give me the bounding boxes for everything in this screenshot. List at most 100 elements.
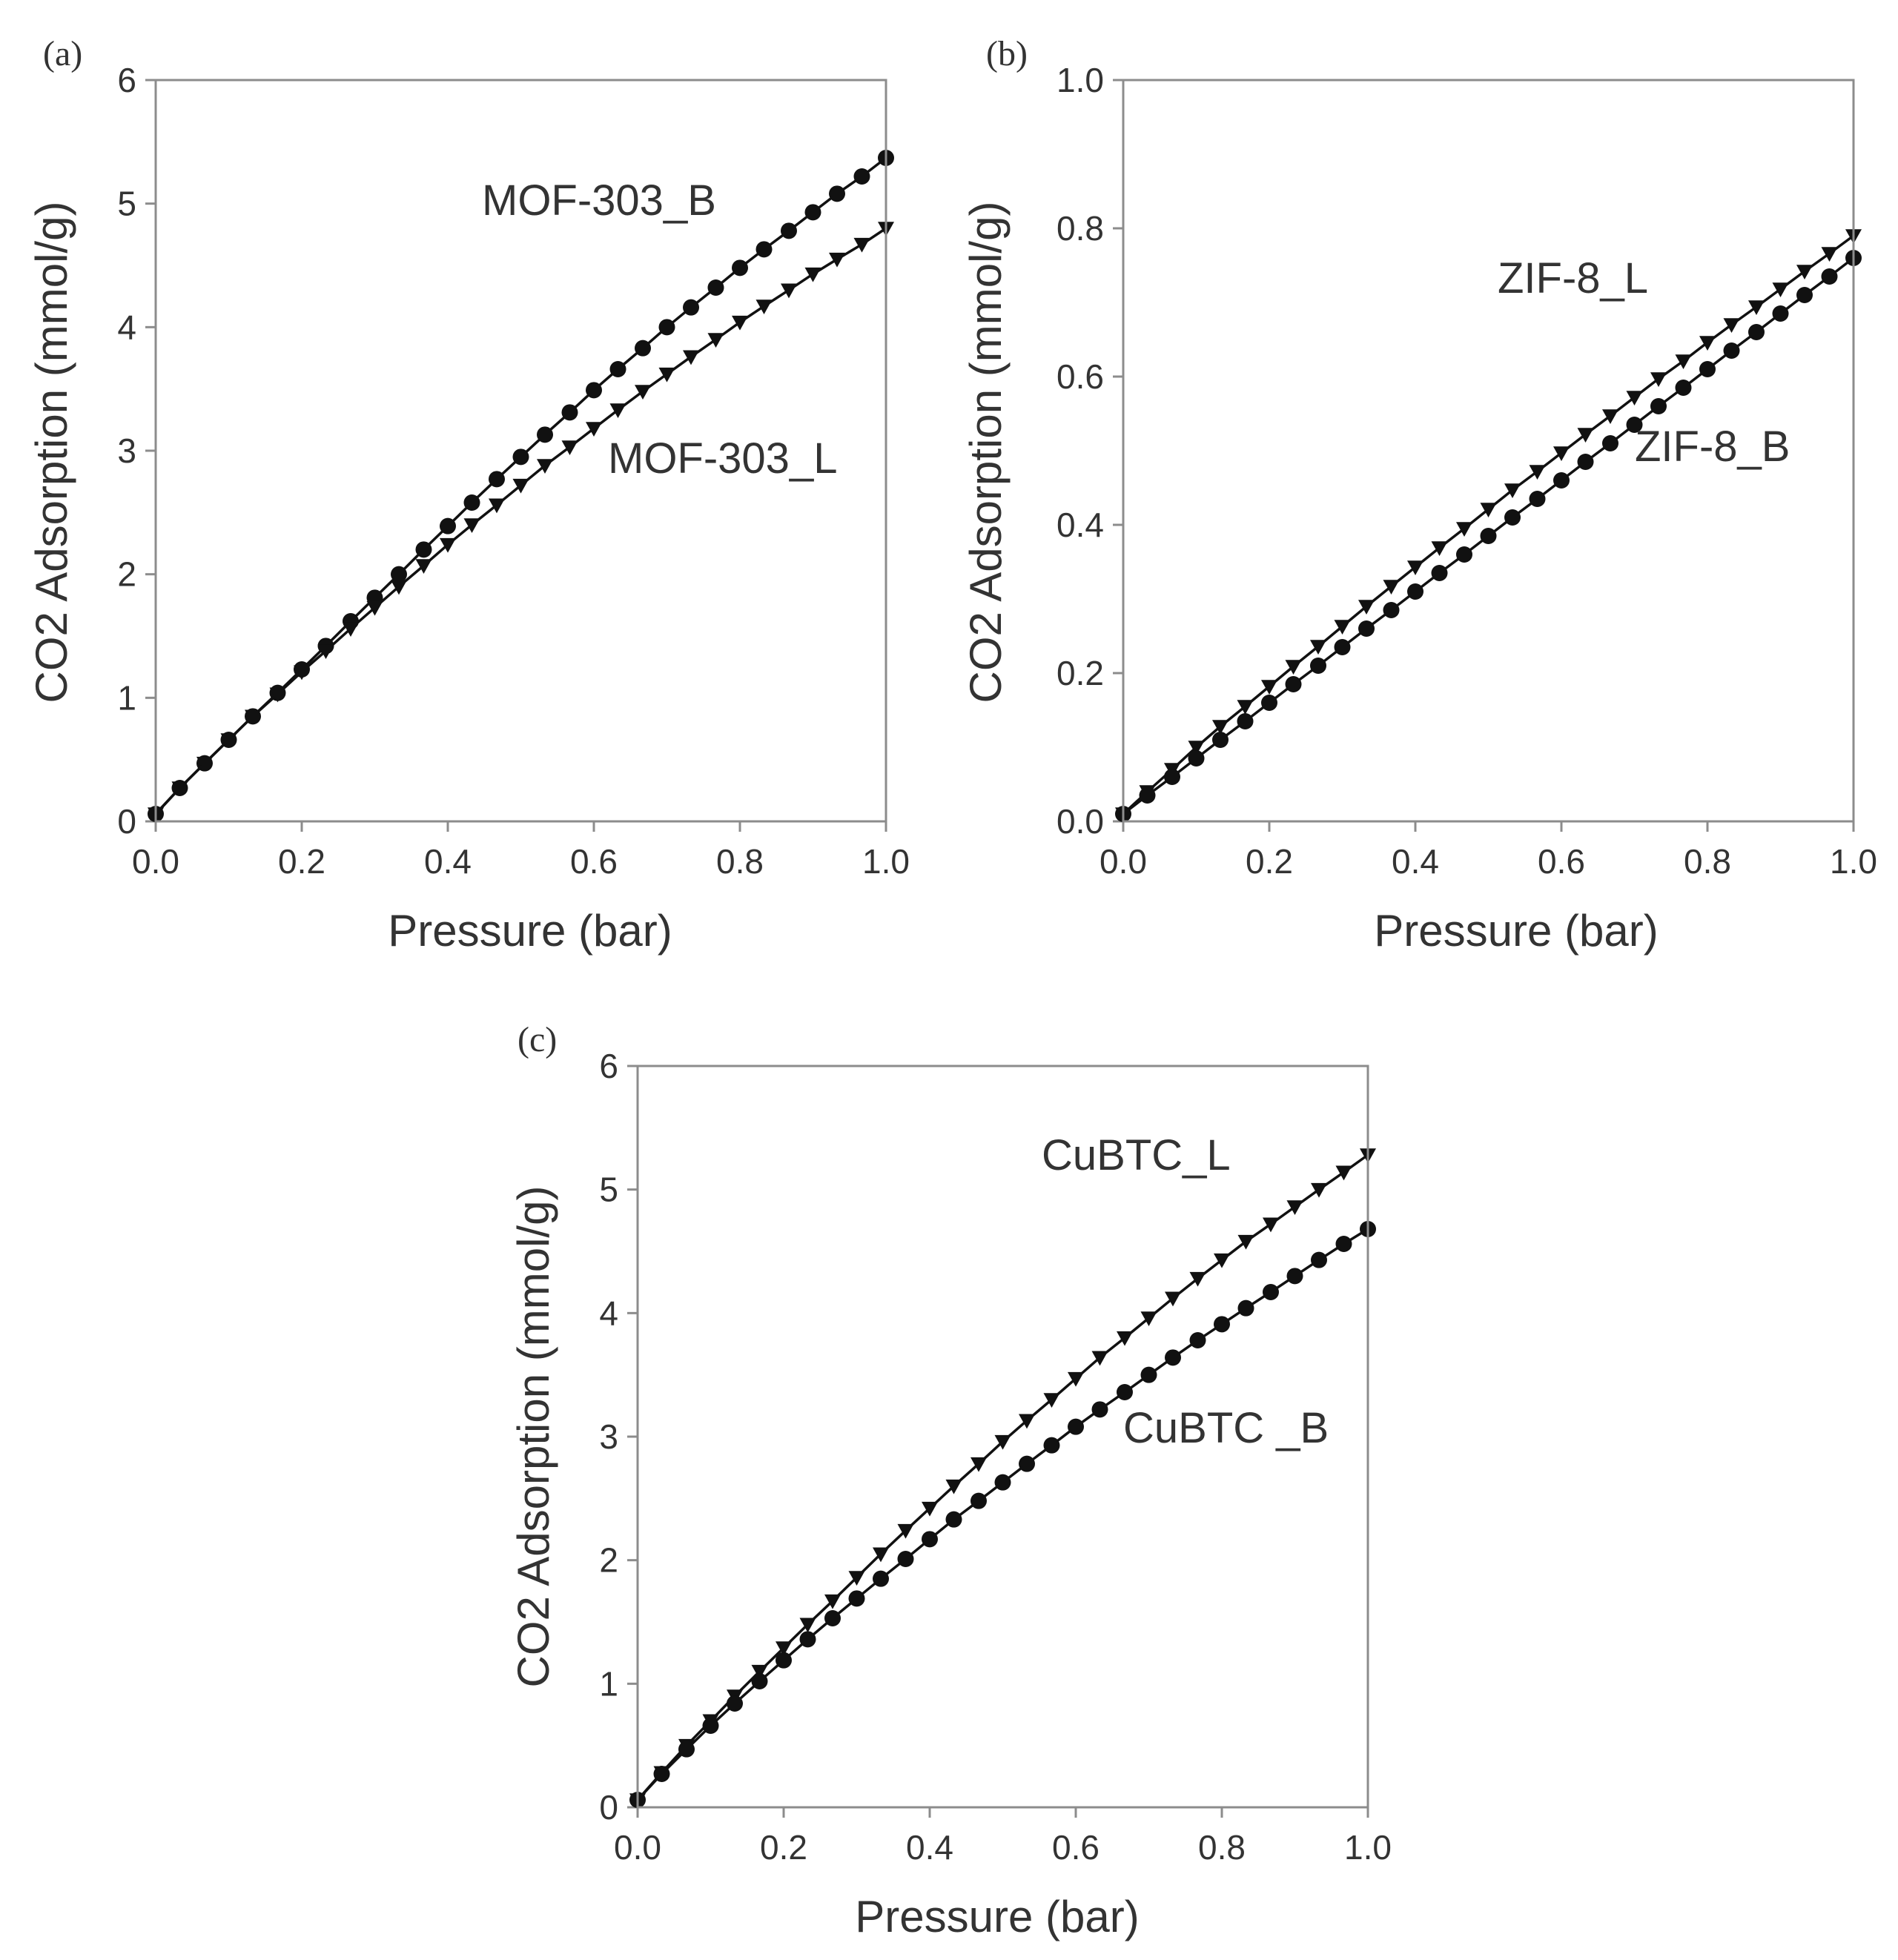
data-point xyxy=(1383,580,1400,595)
series-label-cubtc-l: CuBTC_L xyxy=(1042,1131,1231,1179)
data-point xyxy=(1311,1251,1328,1268)
data-point xyxy=(1286,1268,1303,1285)
data-point xyxy=(1188,741,1205,755)
data-point xyxy=(561,404,578,421)
data-point xyxy=(391,566,408,583)
data-point xyxy=(463,518,480,533)
data-point xyxy=(1699,361,1716,377)
y-axis-title: CO2 Adsorption (mmol/g) xyxy=(961,202,1011,703)
data-point xyxy=(1723,318,1740,333)
data-point xyxy=(799,1631,816,1648)
data-point xyxy=(440,537,456,553)
y-tick-label: 0.4 xyxy=(1057,506,1104,544)
x-tick-label: 1.0 xyxy=(1344,1828,1392,1867)
data-point xyxy=(294,665,310,681)
data-point xyxy=(586,382,602,399)
data-point xyxy=(1262,1217,1279,1233)
data-point xyxy=(683,299,700,316)
data-point xyxy=(702,1718,719,1734)
y-tick-label: 6 xyxy=(117,61,136,99)
data-point xyxy=(1601,409,1618,424)
series-line xyxy=(1122,234,1855,815)
data-point xyxy=(1165,1291,1182,1307)
data-point xyxy=(1189,1271,1206,1287)
data-point xyxy=(488,471,505,488)
data-point xyxy=(512,478,529,494)
data-point xyxy=(1699,336,1716,351)
y-tick-label: 4 xyxy=(117,308,136,346)
x-tick-label: 0.0 xyxy=(614,1828,661,1867)
x-tick-label: 0.0 xyxy=(132,842,179,881)
data-point xyxy=(994,1434,1011,1450)
x-tick-label: 0.0 xyxy=(1100,842,1147,881)
data-point xyxy=(1577,428,1594,443)
data-point xyxy=(1504,509,1521,526)
data-point xyxy=(342,622,359,637)
x-tick-label: 0.4 xyxy=(1392,842,1439,881)
data-point xyxy=(853,237,870,253)
y-axis-title-text: CO2 Adsorption (mmol/g) xyxy=(27,202,76,703)
data-point xyxy=(755,299,773,314)
data-point xyxy=(1407,583,1424,600)
data-point xyxy=(804,204,821,221)
data-point xyxy=(463,494,480,511)
x-tick-label: 0.6 xyxy=(1538,842,1585,881)
data-point xyxy=(1237,1300,1254,1317)
data-point xyxy=(1529,465,1546,480)
data-point xyxy=(1650,398,1667,414)
data-point xyxy=(1091,1351,1108,1366)
data-point xyxy=(945,1511,962,1528)
data-point xyxy=(317,644,334,659)
data-point xyxy=(1455,522,1472,537)
data-point xyxy=(1140,1366,1157,1383)
data-point xyxy=(220,733,237,748)
data-point xyxy=(776,1652,792,1669)
plot-frame xyxy=(154,79,887,823)
data-point xyxy=(1214,1253,1230,1268)
data-point xyxy=(824,1594,841,1609)
series-line xyxy=(154,227,887,815)
data-point xyxy=(1747,300,1765,315)
data-point xyxy=(804,267,821,282)
series-layer xyxy=(148,150,894,822)
data-point xyxy=(1577,454,1594,470)
data-point xyxy=(1091,1401,1108,1418)
series-label-zif8-b: ZIF-8_B xyxy=(1635,423,1790,471)
x-axis-title: Pressure (bar) xyxy=(855,1892,1139,1941)
data-point xyxy=(1553,472,1570,489)
y-axis-title-text: CO2 Adsorption (mmol/g) xyxy=(509,1186,558,1688)
x-tick-label: 0.8 xyxy=(1684,842,1731,881)
x-tick-label: 0.2 xyxy=(1246,842,1293,881)
data-point xyxy=(751,1673,768,1689)
data-point xyxy=(897,1551,914,1567)
y-tick-label: 6 xyxy=(599,1047,618,1085)
y-axis-title: CO2 Adsorption (mmol/g) xyxy=(509,1186,558,1688)
data-point xyxy=(1286,1200,1303,1215)
chart-panel-c: (c) CO2 Adsorption (mmol/g) Pressure (ba… xyxy=(509,1020,1392,1941)
y-tick-label: 0 xyxy=(599,1788,618,1827)
data-point xyxy=(922,1501,938,1517)
data-point xyxy=(658,367,675,383)
series-label-mof303-b: MOF-303_B xyxy=(482,176,716,225)
data-point xyxy=(1504,483,1521,498)
x-tick-label: 0.8 xyxy=(1198,1828,1246,1867)
data-point xyxy=(1747,324,1765,340)
x-tick-label: 1.0 xyxy=(862,842,910,881)
axis-ticks: 0.0 0.2 0.4 0.6 0.8 1.0 0.0 0.2 0.4 0.6 0.8 1.0 xyxy=(1057,61,1877,881)
y-tick-label: 3 xyxy=(117,431,136,470)
y-tick-label: 0.8 xyxy=(1057,209,1104,248)
data-point xyxy=(1626,417,1643,433)
data-point xyxy=(1139,787,1156,804)
panel-label: (b) xyxy=(986,34,1028,73)
data-point xyxy=(512,448,529,466)
data-point xyxy=(391,580,408,595)
data-point xyxy=(848,1571,865,1586)
data-point xyxy=(634,340,651,357)
data-point xyxy=(658,319,675,336)
data-point xyxy=(1723,342,1740,359)
data-point xyxy=(1358,600,1375,615)
series-line xyxy=(636,1228,1369,1801)
y-tick-label: 1 xyxy=(117,678,136,717)
x-tick-label: 1.0 xyxy=(1830,842,1877,881)
